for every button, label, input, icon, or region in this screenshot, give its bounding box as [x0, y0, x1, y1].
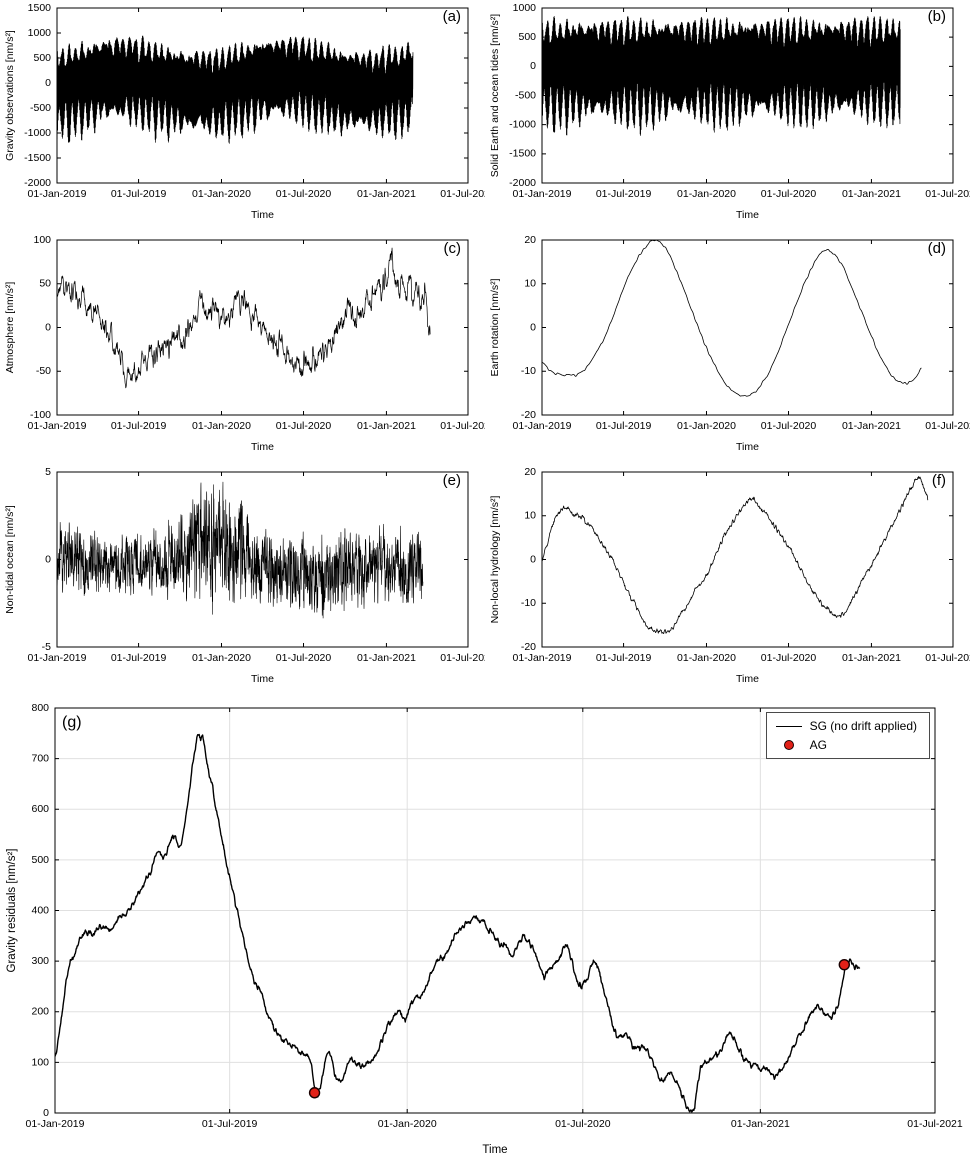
panel-c-canvas: [0, 232, 485, 464]
legend-entry-ag: AG: [776, 738, 917, 752]
panel-f-canvas: [485, 464, 970, 696]
panel-c: (c): [0, 232, 485, 464]
small-panels-grid: (a) (b) (c) (d) (e) (f): [0, 0, 970, 696]
legend-label-sg: SG (no drift applied): [809, 719, 917, 733]
panel-e-letter: (e): [442, 472, 461, 489]
panel-b: (b): [485, 0, 970, 232]
panel-a-letter: (a): [442, 8, 461, 25]
legend: SG (no drift applied) AG: [765, 712, 930, 759]
panel-g-canvas: [0, 696, 970, 1159]
panel-d: (d): [485, 232, 970, 464]
sg-line-swatch-icon: [775, 725, 802, 727]
legend-label-ag: AG: [809, 738, 827, 752]
panel-e-canvas: [0, 464, 485, 696]
panel-c-letter: (c): [443, 240, 462, 257]
panel-d-letter: (d): [927, 240, 946, 257]
panel-d-canvas: [485, 232, 970, 464]
panel-a: (a): [0, 0, 485, 232]
ag-marker-swatch-icon: [776, 740, 802, 750]
panel-e: (e): [0, 464, 485, 696]
panel-a-canvas: [0, 0, 485, 232]
panel-g: (g) SG (no drift applied) AG: [0, 696, 970, 1159]
panel-b-letter: (b): [927, 8, 946, 25]
panel-f: (f): [485, 464, 970, 696]
panel-g-letter: (g): [62, 714, 82, 731]
panel-f-letter: (f): [931, 472, 946, 489]
legend-entry-sg: SG (no drift applied): [775, 719, 917, 733]
panel-b-canvas: [485, 0, 970, 232]
